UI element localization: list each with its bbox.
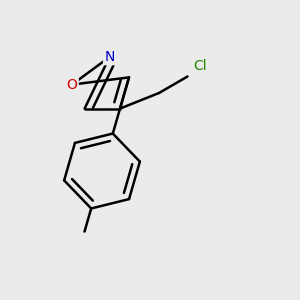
Text: Cl: Cl	[193, 59, 206, 74]
Text: N: N	[104, 50, 115, 64]
Text: O: O	[67, 78, 77, 92]
